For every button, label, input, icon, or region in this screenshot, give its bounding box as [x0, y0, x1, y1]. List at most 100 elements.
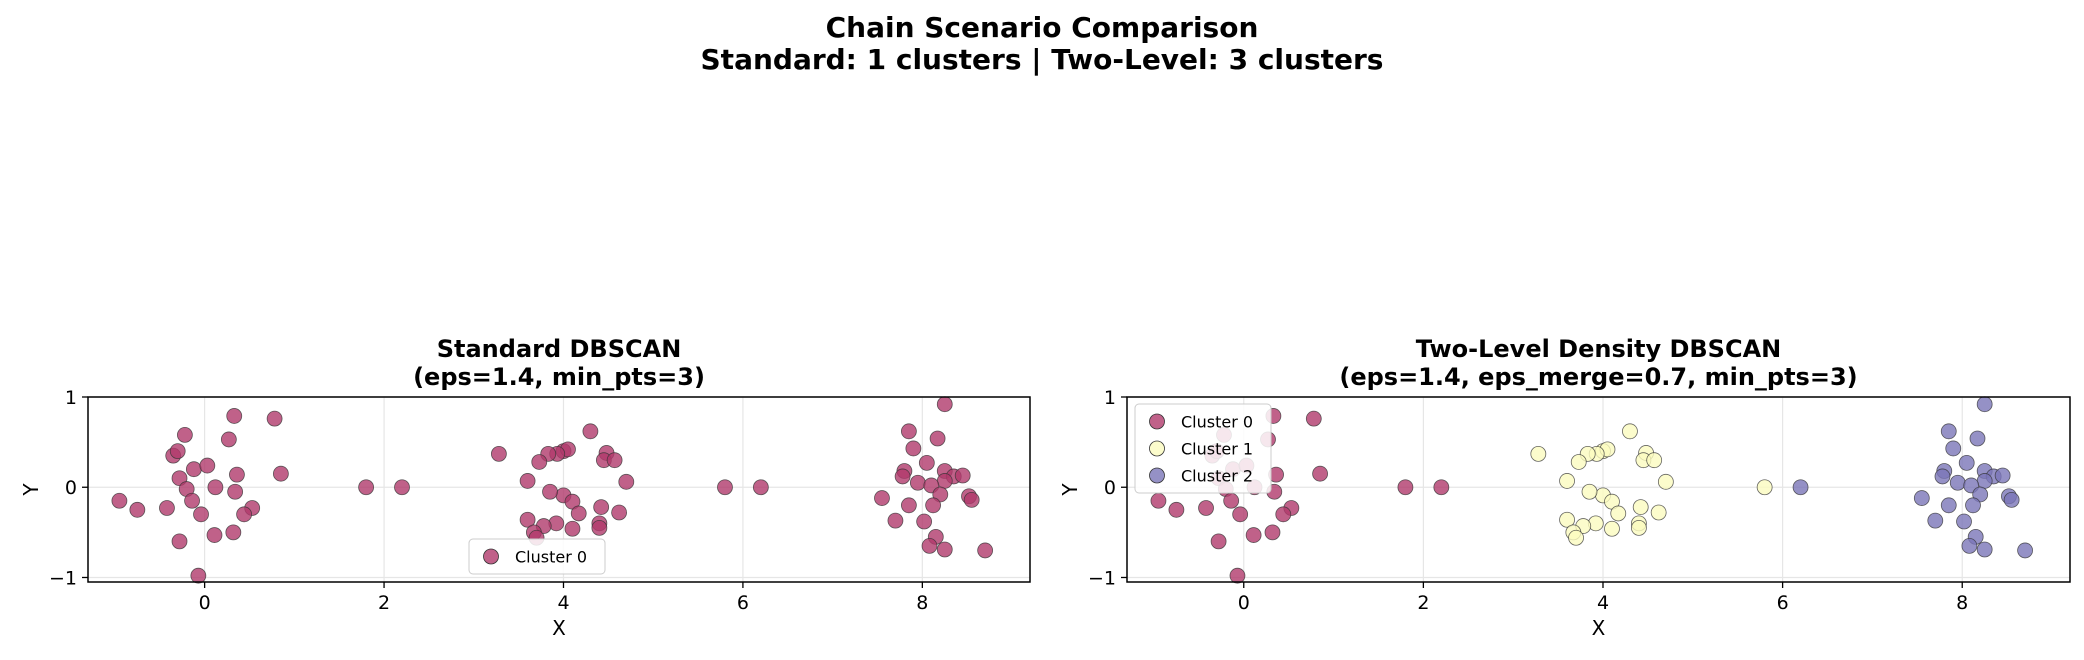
data-point — [2017, 542, 2033, 559]
data-point — [1949, 474, 1966, 491]
data-point — [921, 538, 938, 554]
data-point — [266, 410, 283, 427]
data-point — [606, 452, 623, 469]
y-axis-label: Y — [19, 483, 43, 497]
data-point — [977, 542, 994, 559]
y-tick-label: 1 — [65, 387, 77, 409]
data-point — [954, 467, 971, 484]
legend-label: Cluster 0 — [1181, 413, 1253, 432]
data-point — [394, 479, 410, 496]
data-point — [236, 506, 253, 523]
plot-frame — [1126, 396, 2071, 583]
data-point — [894, 468, 911, 485]
legend-marker — [483, 548, 499, 565]
y-tick-label: 0 — [1104, 477, 1116, 499]
data-point — [593, 499, 610, 515]
legend-label: Cluster 0 — [515, 548, 587, 567]
data-point — [618, 473, 635, 490]
data-point — [1976, 396, 1993, 413]
data-point — [1610, 505, 1627, 522]
x-tick-label: 2 — [378, 592, 390, 614]
legend-label: Cluster 1 — [1181, 440, 1253, 459]
panel-title-line-2: (eps=1.4, eps_merge=0.7, min_pts=3) — [1339, 363, 1857, 391]
data-point — [905, 440, 922, 457]
data-point — [1913, 490, 1930, 506]
data-point — [1940, 497, 1957, 514]
panel-title-line-2: (eps=1.4, min_pts=3) — [413, 363, 705, 391]
data-point — [1945, 440, 1962, 457]
data-point — [929, 430, 946, 447]
x-tick-label: 0 — [199, 592, 211, 614]
data-point — [1958, 454, 1975, 471]
data-point — [519, 511, 536, 528]
data-point — [1530, 445, 1547, 462]
y-tick-label: 0 — [65, 477, 77, 499]
figure-title-line-2: Standard: 1 clusters | Two-Level: 3 clus… — [701, 43, 1384, 76]
data-point — [206, 527, 223, 543]
legend-marker — [1149, 413, 1165, 430]
data-point — [225, 524, 242, 541]
data-point — [916, 513, 933, 530]
data-point — [531, 454, 548, 470]
data-point — [570, 505, 587, 522]
x-tick-label: 6 — [737, 592, 749, 614]
data-point — [1650, 504, 1667, 521]
data-point — [1927, 512, 1944, 529]
y-tick-label: 1 — [1104, 387, 1116, 409]
x-tick-label: 8 — [1956, 592, 1968, 614]
data-point — [909, 474, 926, 491]
x-tick-label: 2 — [1417, 592, 1429, 614]
data-point — [1570, 454, 1587, 470]
data-point — [874, 490, 890, 506]
data-point — [887, 512, 904, 529]
data-point — [519, 473, 536, 489]
x-tick-label: 8 — [916, 592, 928, 614]
data-point — [1245, 527, 1262, 543]
data-point — [900, 497, 917, 514]
legend-marker — [1149, 467, 1165, 484]
data-point — [1198, 500, 1214, 516]
legend: Cluster 0 — [468, 538, 606, 575]
data-point — [1994, 467, 2011, 484]
data-point — [1264, 524, 1281, 541]
data-point — [490, 445, 507, 462]
data-point — [185, 461, 202, 478]
data-point — [900, 423, 917, 440]
data-point — [1168, 501, 1185, 518]
data-point — [272, 465, 289, 482]
data-point — [1223, 492, 1240, 509]
data-point — [717, 479, 733, 496]
x-axis-label: X — [1592, 616, 1606, 640]
data-point — [591, 519, 608, 536]
data-point — [936, 396, 953, 413]
data-point — [611, 504, 628, 521]
data-point — [1632, 499, 1649, 515]
figure-title-line-1: Chain Scenario Comparison — [826, 11, 1259, 44]
data-point — [582, 423, 599, 440]
data-point — [229, 466, 245, 483]
data-point — [176, 427, 193, 443]
legend-box — [468, 538, 606, 575]
data-point — [190, 567, 207, 584]
data-point — [227, 483, 244, 500]
data-point — [1312, 465, 1328, 482]
data-point — [925, 497, 942, 514]
data-point — [169, 443, 186, 460]
panel-title-line-1: Standard DBSCAN — [437, 335, 682, 363]
data-point — [1275, 506, 1292, 523]
x-tick-label: 0 — [1238, 592, 1250, 614]
legend-marker — [1149, 440, 1165, 457]
data-point — [936, 473, 953, 489]
data-point — [111, 492, 128, 509]
data-point — [1646, 452, 1663, 469]
data-point — [220, 431, 237, 448]
data-point — [1559, 473, 1575, 489]
data-point — [184, 492, 200, 509]
data-point — [2003, 491, 2020, 508]
y-tick-label: −1 — [49, 567, 77, 589]
data-point — [193, 506, 209, 523]
data-point — [1631, 519, 1647, 536]
data-point — [1305, 410, 1322, 427]
data-points — [1150, 396, 2033, 584]
